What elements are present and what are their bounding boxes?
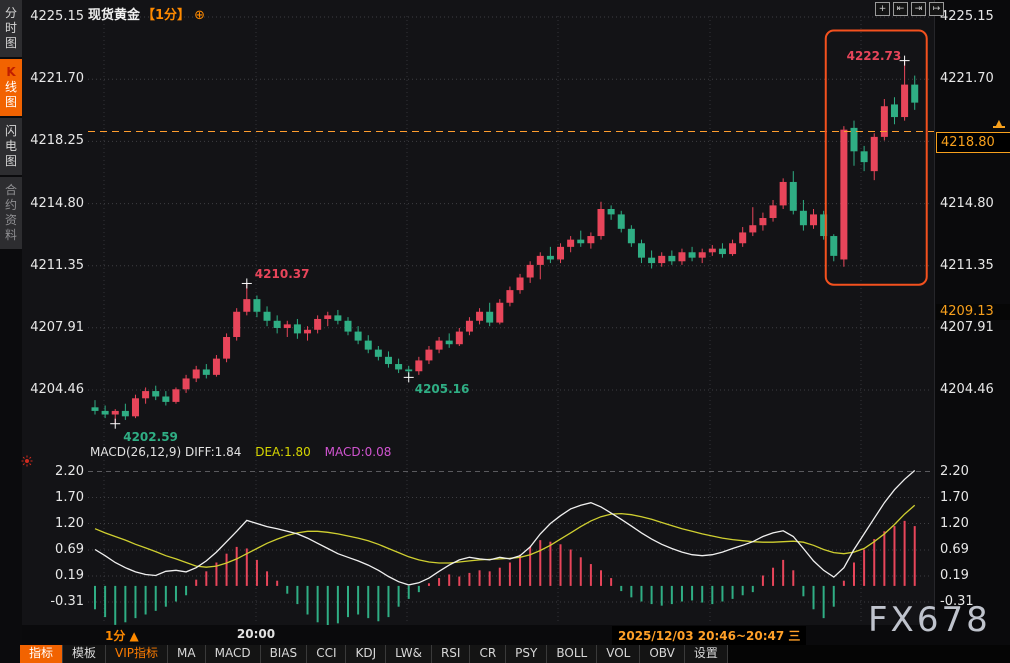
price-label-left: 4218.25 [30, 133, 84, 149]
current-price-badge: 4218.80 [936, 132, 1010, 154]
macd-label-right: 1.20 [940, 515, 969, 531]
macd-header: MACD(26,12,9) DIFF:1.84 DEA:1.80 MACD:0.… [90, 445, 391, 459]
toolbar-tab-OBV[interactable]: OBV [640, 645, 685, 663]
scale-right-icon[interactable]: ⇥ [911, 2, 926, 16]
toolbar-tab-PSY[interactable]: PSY [506, 645, 548, 663]
macd-label-left: 0.69 [55, 542, 84, 558]
toolbar-tab-BOLL[interactable]: BOLL [547, 645, 598, 663]
macd-label-left: 1.70 [55, 489, 84, 505]
macd-dea-value: DEA:1.80 [255, 445, 311, 459]
macd-label-right: 1.70 [940, 489, 969, 505]
price-label-right: 4207.91 [940, 319, 994, 335]
toolbar-tab-MACD[interactable]: MACD [205, 645, 261, 663]
macd-label-left: 1.20 [55, 515, 84, 531]
scale-left-icon[interactable]: ⇤ [893, 2, 908, 16]
macd-formula: MACD(26,12,9) DIFF:1.84 [90, 445, 242, 459]
fx678-watermark: FX678 [868, 600, 991, 640]
toolbar-tab-CR[interactable]: CR [470, 645, 507, 663]
price-label-left: 4214.80 [30, 195, 84, 211]
macd-label-left: -0.31 [50, 594, 84, 610]
price-label-right: 4225.15 [940, 9, 994, 24]
toolbar-tab-模板[interactable]: 模板 [63, 645, 107, 663]
chart-title: 现货黄金 【1分】 ⊕ [88, 4, 205, 23]
price-annotation: 4205.16 [414, 382, 470, 397]
toolbar-tab-VOL[interactable]: VOL [597, 645, 641, 663]
chart-toolbar: + ⇤ ⇥ ↦ [875, 2, 944, 16]
price-label-left: 4211.35 [30, 257, 84, 273]
price-label-left: 4225.15 [30, 9, 84, 24]
price-label-right: 4214.80 [940, 195, 994, 211]
up-arrow-icon: ▲ [993, 119, 1005, 129]
price-label-left: 4221.70 [30, 71, 84, 87]
period-selector[interactable]: 1分 ▲ [105, 629, 139, 643]
indicator-toolbar: 指标 模板 VIP指标 MA MACD BIAS CCI KDJ LW& RSI CR PSY BOLL… [20, 645, 1010, 663]
time-axis: 1分 ▲ 20:00 2025/12/03 20:46~20:47 三 [22, 625, 1010, 645]
macd-label-right: -0.31 [940, 594, 974, 610]
macd-label-right: 2.20 [940, 463, 969, 479]
toolbar-tab-设置[interactable]: 设置 [684, 645, 728, 663]
date-range-badge: 2025/12/03 20:46~20:47 三 [612, 626, 807, 645]
plus-circle-icon[interactable]: ⊕ [194, 8, 205, 23]
prev-settle-badge: 4209.13 [936, 303, 1010, 320]
price-label-right: 4221.70 [940, 71, 994, 87]
price-label-left: 4207.91 [30, 319, 84, 335]
sidebar-tab-2[interactable]: 闪电图 [0, 118, 22, 175]
period-dropdown-arrow-icon: ▲ [129, 629, 139, 643]
price-label-right: 4204.46 [940, 381, 994, 397]
price-label-right: 4211.35 [940, 257, 994, 273]
price-annotation: 4202.59 [123, 429, 178, 444]
price-annotation: 4210.37 [254, 267, 310, 282]
toolbar-tab-VIP指标[interactable]: VIP指标 [106, 645, 169, 663]
macd-label-left: 2.20 [55, 463, 84, 479]
shift-right-icon[interactable]: ↦ [929, 2, 944, 16]
toolbar-tab-RSI[interactable]: RSI [431, 645, 471, 663]
macd-label-left: 0.19 [55, 568, 84, 584]
time-tick-label: 20:00 [236, 627, 276, 641]
toolbar-tab-BIAS[interactable]: BIAS [260, 645, 308, 663]
toolbar-tab-指标[interactable]: 指标 [20, 645, 64, 663]
macd-label-right: 0.19 [940, 568, 969, 584]
toolbar-tab-KDJ[interactable]: KDJ [346, 645, 387, 663]
sidebar-tab-3[interactable]: 合约资料 [0, 177, 22, 249]
toolbar-tab-LW&[interactable]: LW& [386, 645, 432, 663]
sidebar-tab-0[interactable]: 分时图 [0, 0, 22, 57]
toolbar-tab-CCI[interactable]: CCI [307, 645, 347, 663]
price-annotation: 4222.73 [846, 48, 902, 63]
pan-icon[interactable]: + [875, 2, 890, 16]
toolbar-tab-MA[interactable]: MA [168, 645, 206, 663]
macd-settings-icon[interactable] [21, 452, 33, 471]
price-label-left: 4204.46 [30, 381, 84, 397]
macd-value: MACD:0.08 [324, 445, 392, 459]
macd-label-right: 0.69 [940, 542, 969, 558]
period-tag: 【1分】 [142, 8, 191, 23]
symbol-name: 现货黄金 [88, 8, 141, 23]
